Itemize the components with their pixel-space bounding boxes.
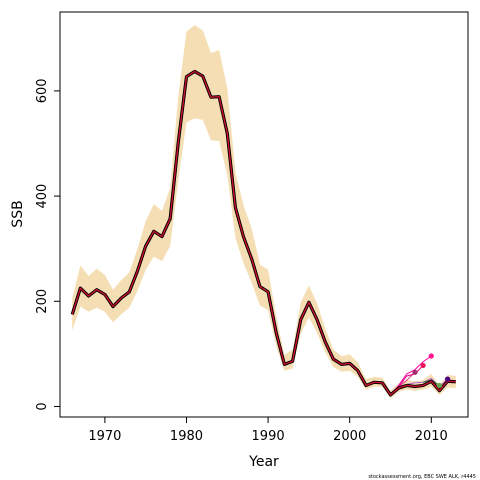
x-tick-label: 1980 (170, 429, 203, 444)
retrospective-end-point (445, 376, 451, 382)
retrospective-end-point (428, 353, 434, 359)
ssb-overlay-line (71, 70, 456, 396)
retrospective-end-point (412, 369, 418, 375)
retrospective-end-point (436, 382, 443, 389)
y-axis: 0 200 400 600 (35, 78, 60, 411)
x-tick-label: 2010 (415, 429, 448, 444)
y-tick-label: 200 (35, 289, 50, 314)
y-tick-label: 0 (35, 402, 50, 410)
plot-frame (59, 11, 469, 418)
y-tick-label: 400 (35, 184, 50, 209)
footnote: stockassessment.org, EBC SWE ALK, r4445 (368, 474, 476, 480)
retrospective-end-point (420, 362, 426, 369)
x-tick-label: 1970 (88, 429, 121, 444)
retrospective-end-points (412, 353, 451, 389)
x-axis-label: Year (248, 454, 279, 470)
x-tick-label: 2000 (333, 429, 366, 444)
y-axis-label: SSB (10, 200, 26, 227)
y-tick-label: 600 (35, 78, 50, 103)
retrospective-line (390, 355, 432, 396)
x-tick-label: 1990 (252, 429, 285, 444)
x-axis: 1970 1980 1990 2000 2010 (88, 417, 448, 444)
